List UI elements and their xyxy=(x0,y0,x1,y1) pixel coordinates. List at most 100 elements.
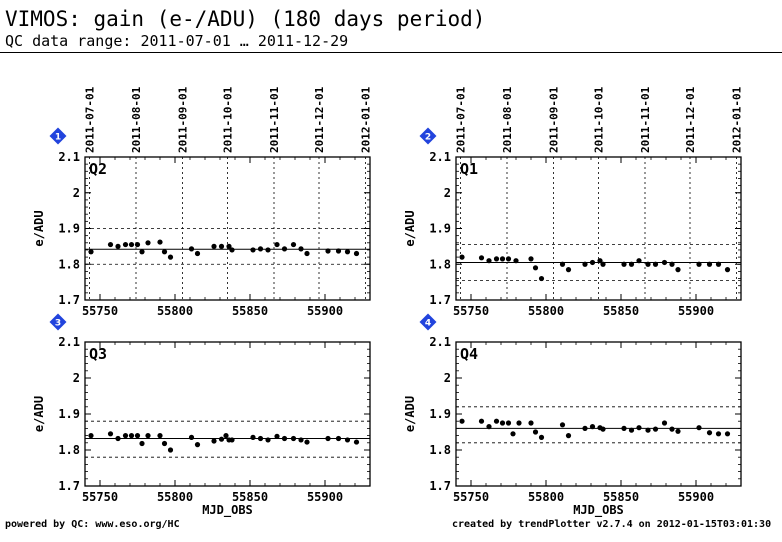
y-tick-label: 2.1 xyxy=(58,150,80,164)
data-point xyxy=(229,247,235,253)
footer-generator: created by trendPlotter v2.7.4 on 2012-0… xyxy=(452,519,772,530)
data-point xyxy=(344,437,351,443)
x-tick-label: 55850 xyxy=(603,490,639,504)
date-tick-label: 2011-10-01 xyxy=(222,86,235,153)
date-tick-label: 2011-12-01 xyxy=(684,86,697,153)
y-axis-label: e/ADU xyxy=(403,210,417,246)
data-point xyxy=(88,249,94,255)
y-tick-label: 2.1 xyxy=(429,335,451,349)
date-tick-label: 2012-01-01 xyxy=(360,86,373,153)
data-point xyxy=(510,431,516,437)
y-axis-label: e/ADU xyxy=(32,210,46,246)
data-point xyxy=(229,437,235,443)
data-point xyxy=(499,256,506,262)
data-point xyxy=(211,438,217,444)
page-subtitle: QC data range: 2011-07-01 … 2011-12-29 xyxy=(5,32,349,50)
y-tick-label: 1.7 xyxy=(58,479,80,493)
data-point xyxy=(304,439,310,445)
data-point xyxy=(134,433,141,439)
badge-diamond-icon xyxy=(419,313,437,331)
x-tick-label: 55800 xyxy=(157,490,193,504)
data-point xyxy=(538,275,545,282)
data-point xyxy=(513,258,519,264)
data-point xyxy=(493,256,500,262)
data-point xyxy=(652,426,659,432)
data-point xyxy=(344,249,351,255)
data-point xyxy=(706,261,713,267)
chart-panel-1: 1.7 1.8 1.9 2 2.1 55750 55800 55850 55900 2011-07… xyxy=(32,86,373,318)
data-point xyxy=(281,246,288,252)
plot-frame xyxy=(84,341,371,487)
x-axis-label: MJD_OBS xyxy=(573,503,624,518)
data-point xyxy=(459,254,465,260)
y-tick-label: 2 xyxy=(73,371,80,385)
data-point xyxy=(582,261,588,267)
data-point xyxy=(715,431,722,437)
data-point xyxy=(274,433,280,439)
data-point xyxy=(628,261,635,267)
data-point xyxy=(335,435,342,442)
date-tick-label: 2011-11-01 xyxy=(639,86,652,153)
data-point xyxy=(250,434,256,440)
data-point xyxy=(645,261,651,267)
y-tick-label: 1.7 xyxy=(429,479,451,493)
y-tick-label: 1.8 xyxy=(429,257,451,271)
data-point xyxy=(274,241,280,248)
data-point xyxy=(706,430,713,436)
data-point xyxy=(486,258,492,264)
data-point xyxy=(298,246,304,252)
y-tick-label: 1.8 xyxy=(58,257,80,271)
data-point xyxy=(486,424,492,430)
y-tick-label: 1.9 xyxy=(58,222,80,236)
chart-panel-4: 1.7 1.8 1.9 2 2.1 55750 55800 55850 55900 e/ADU MJ… xyxy=(403,313,742,518)
badge-number: 2 xyxy=(425,133,431,143)
y-tick-label: 2 xyxy=(444,186,451,200)
badge-diamond-icon xyxy=(419,127,437,145)
plot-frame xyxy=(455,341,742,487)
date-tick-label: 2011-07-01 xyxy=(84,86,97,153)
data-point xyxy=(724,267,731,273)
date-tick-label: 2011-07-01 xyxy=(455,86,468,153)
x-tick-label: 55900 xyxy=(307,304,343,318)
y-tick-label: 2.1 xyxy=(429,150,451,164)
data-point xyxy=(532,429,539,435)
data-point xyxy=(478,418,485,424)
x-tick-label: 55850 xyxy=(232,304,268,318)
data-point xyxy=(281,435,288,442)
data-point xyxy=(696,261,702,267)
x-tick-label: 55750 xyxy=(82,304,118,318)
data-point xyxy=(528,256,534,262)
panel-label: Q1 xyxy=(460,160,478,178)
data-point xyxy=(621,261,627,267)
data-point xyxy=(188,434,195,440)
data-point xyxy=(565,267,572,273)
data-point xyxy=(645,427,651,433)
footer-credit: powered by QC: www.eso.org/HC xyxy=(5,519,180,530)
data-point xyxy=(538,434,545,440)
data-point xyxy=(582,425,588,431)
date-tick-label: 2011-09-01 xyxy=(177,86,190,153)
data-point xyxy=(218,243,225,249)
data-point xyxy=(226,243,232,249)
data-point xyxy=(107,431,114,437)
chart-panel-3: 1.7 1.8 1.9 2 2.1 55750 55800 55850 55900 e/ADU MJ… xyxy=(32,313,371,518)
data-point xyxy=(652,261,659,267)
y-tick-label: 2.1 xyxy=(58,335,80,349)
panel-label: Q2 xyxy=(89,160,107,178)
x-tick-label: 55750 xyxy=(453,490,489,504)
data-point xyxy=(559,261,566,267)
data-point xyxy=(194,250,201,257)
data-point xyxy=(139,440,145,447)
data-point xyxy=(257,435,264,442)
data-point xyxy=(565,433,572,439)
panel-label: Q4 xyxy=(460,345,478,363)
x-tick-label: 55900 xyxy=(307,490,343,504)
data-point xyxy=(353,250,360,257)
data-point xyxy=(459,418,465,424)
data-point xyxy=(559,422,566,428)
data-point xyxy=(115,243,121,249)
date-tick-label: 2011-11-01 xyxy=(268,86,281,153)
data-point xyxy=(218,436,225,442)
x-tick-label: 55750 xyxy=(453,304,489,318)
